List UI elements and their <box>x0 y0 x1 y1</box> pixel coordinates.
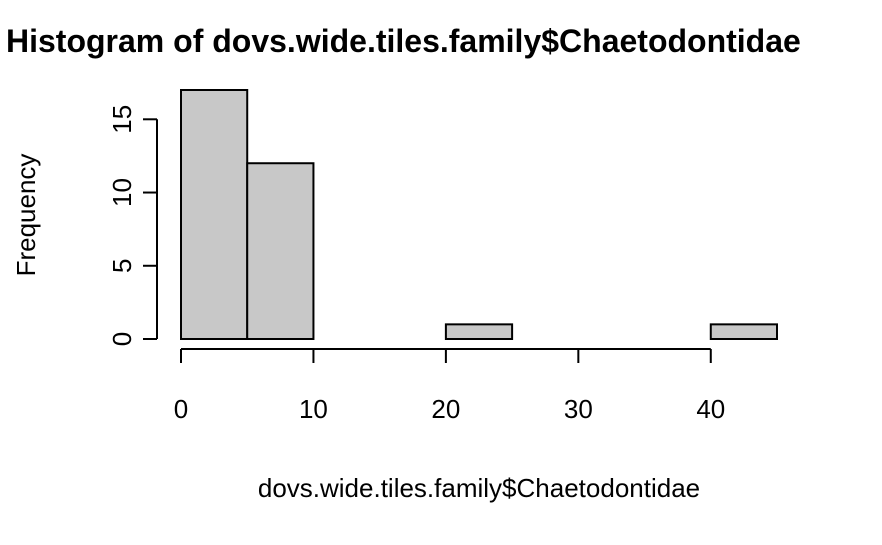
y-axis: 0 5 10 15 <box>107 105 158 346</box>
x-tick-label: 20 <box>431 394 460 424</box>
bars-group <box>180 89 778 340</box>
y-axis-label: Frequency <box>11 154 41 277</box>
histogram-bar-5-10 <box>246 162 315 340</box>
x-tick-label: 0 <box>174 394 188 424</box>
y-tick-label: 5 <box>107 259 137 273</box>
x-tick-label: 10 <box>299 394 328 424</box>
y-tick-label: 15 <box>107 105 137 134</box>
x-axis: 0 10 20 30 40 <box>174 348 725 424</box>
x-tick-label: 40 <box>696 394 725 424</box>
histogram-bar-40-45 <box>709 323 778 340</box>
chart-title: Histogram of dovs.wide.tiles.family$Chae… <box>6 23 801 59</box>
x-axis-label: dovs.wide.tiles.family$Chaetodontidae <box>258 473 700 503</box>
histogram-bar-0-5 <box>180 89 249 340</box>
y-tick-label: 10 <box>107 178 137 207</box>
histogram-bar-20-25 <box>444 323 514 340</box>
x-tick-label: 30 <box>564 394 593 424</box>
y-tick-label: 0 <box>107 332 137 346</box>
